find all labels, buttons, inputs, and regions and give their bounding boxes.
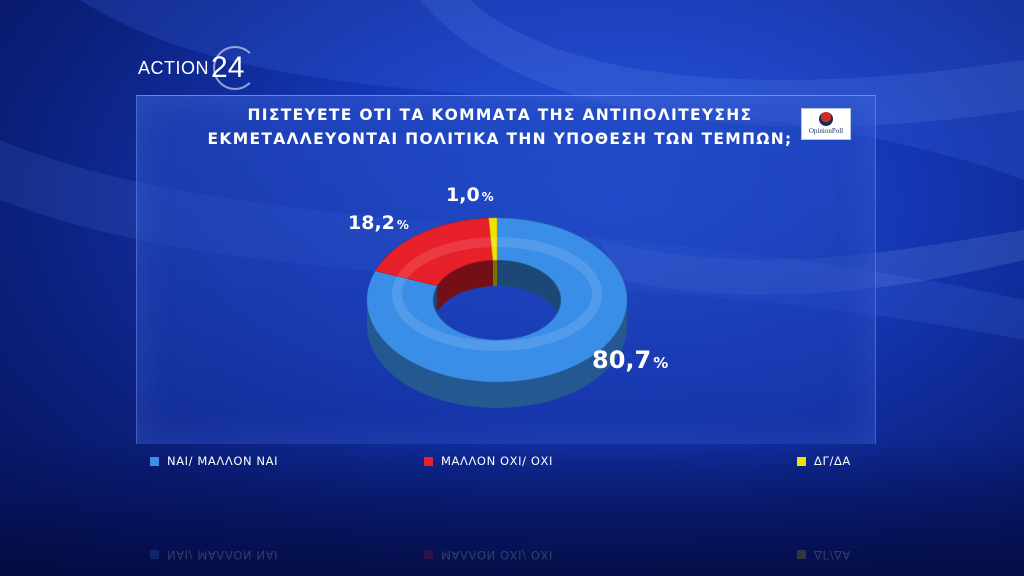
donut-slice-no: [375, 217, 494, 287]
logo-number: 24: [211, 46, 258, 90]
donut-inner-yes: [497, 260, 561, 326]
legend-swatch-yes: [150, 456, 159, 466]
legend-reflection: ΝΑΙ/ ΜΑΛΛΟΝ ΝΑΙ ΜΑΛΛΟΝ ΟΧΙ/ ΟΧΙ ΔΓ/ΔΑ: [0, 540, 1024, 564]
donut-side-walls: [367, 260, 627, 408]
legend-label-no: ΜΑΛΛΟΝ ΟΧΙ/ ΟΧΙ: [441, 454, 554, 468]
donut-side-yes: [367, 300, 627, 408]
value-label-yes: 80,7%: [592, 346, 668, 374]
legend-item-yes: ΝΑΙ/ ΜΑΛΛΟΝ ΝΑΙ: [150, 452, 278, 470]
legend-label-yes: ΝΑΙ/ ΜΑΛΛΟΝ ΝΑΙ: [167, 454, 279, 468]
chart-title-line-1: ΠΙΣΤΕΥΕΤΕ ΟΤΙ ΤΑ ΚΟΜΜΑΤΑ ΤΗΣ ΑΝΤΙΠΟΛΙΤΕΥ…: [247, 106, 753, 124]
reflective-floor: [0, 440, 1024, 576]
reflection-item-yes: ΝΑΙ/ ΜΑΛΛΟΝ ΝΑΙ: [150, 546, 278, 564]
legend-label-dk: ΔΓ/ΔΑ: [814, 454, 851, 468]
source-logo: OpinionPoll: [801, 108, 851, 140]
legend-item-no: ΜΑΛΛΟΝ ΟΧΙ/ ΟΧΙ: [424, 452, 553, 470]
donut-highlight: [392, 237, 602, 351]
reflection-item-dk: ΔΓ/ΔΑ: [797, 546, 851, 564]
reflection-swatch-dk: [797, 550, 806, 560]
reflection-label-dk: ΔΓ/ΔΑ: [814, 548, 851, 562]
value-label-dk: 1,0%: [446, 184, 494, 206]
legend-swatch-no: [424, 456, 433, 466]
chart-title-line-2: ΕΚΜΕΤΑΛΛΕΥΟΝΤΑΙ ΠΟΛΙΤΙΚΑ ΤΗΝ ΥΠΟΘΕΣΗ ΤΩΝ…: [207, 130, 793, 148]
reflection-label-no: ΜΑΛΛΟΝ ΟΧΙ/ ΟΧΙ: [441, 548, 554, 562]
source-logo-icon: [819, 112, 833, 126]
donut-slice-dk: [488, 217, 498, 261]
logo-word: ACTION: [138, 57, 210, 78]
reflection-item-no: ΜΑΛΛΟΝ ΟΧΙ/ ΟΧΙ: [424, 546, 553, 564]
value-label-no: 18,2%: [348, 212, 409, 234]
logo-ring: [213, 46, 258, 90]
donut-slice-yes: [366, 217, 628, 383]
reflection-label-yes: ΝΑΙ/ ΜΑΛΛΟΝ ΝΑΙ: [167, 548, 279, 562]
source-logo-text: OpinionPoll: [808, 127, 844, 135]
legend-item-dk: ΔΓ/ΔΑ: [797, 452, 851, 470]
reflection-swatch-no: [424, 550, 433, 560]
channel-logo: ACTION 24: [138, 46, 258, 90]
donut-inner-no: [437, 260, 493, 312]
chart-title: ΠΙΣΤΕΥΕΤΕ ΟΤΙ ΤΑ ΚΟΜΜΑΤΑ ΤΗΣ ΑΝΤΙΠΟΛΙΤΕΥ…: [150, 103, 850, 151]
reflection-swatch-yes: [150, 550, 159, 560]
donut-inner-dk: [492, 260, 497, 287]
legend-swatch-dk: [797, 456, 806, 466]
